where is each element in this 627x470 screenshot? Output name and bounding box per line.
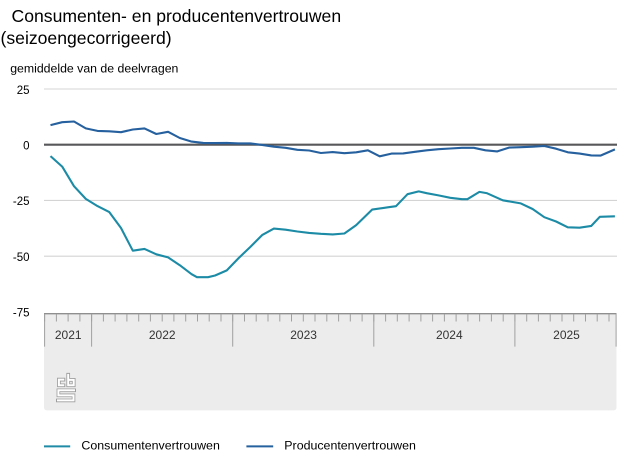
svg-text:Consumenten- en producentenver: Consumenten- en producentenvertrouwen — [12, 6, 342, 26]
svg-text:2024: 2024 — [436, 328, 463, 342]
svg-text:2023: 2023 — [290, 328, 317, 342]
svg-text:-75: -75 — [13, 308, 30, 320]
svg-text:25: 25 — [17, 85, 30, 97]
svg-text:gemiddelde van de deelvragen: gemiddelde van de deelvragen — [10, 62, 178, 76]
svg-text:Consumentenvertrouwen: Consumentenvertrouwen — [81, 439, 220, 453]
svg-text:0: 0 — [23, 140, 29, 152]
svg-text:Producentenvertrouwen: Producentenvertrouwen — [284, 439, 416, 453]
svg-text:2021: 2021 — [55, 328, 82, 342]
svg-text:(seizoengecorrigeerd): (seizoengecorrigeerd) — [1, 28, 172, 48]
svg-text:2022: 2022 — [149, 328, 176, 342]
svg-text:-25: -25 — [13, 196, 30, 208]
svg-text:2025: 2025 — [553, 328, 580, 342]
svg-text:-50: -50 — [13, 252, 30, 264]
